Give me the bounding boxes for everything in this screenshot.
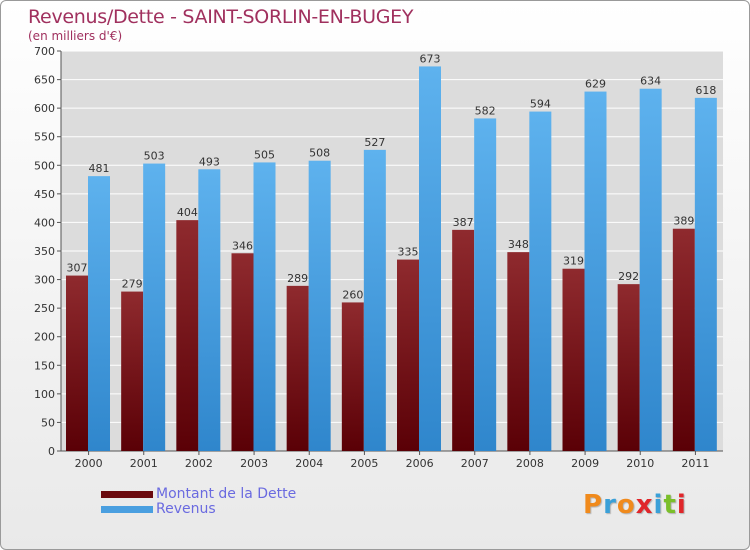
data-label: 508 (309, 147, 330, 160)
y-tick-label: 350 (34, 245, 55, 258)
bar-debt (452, 229, 475, 451)
data-label: 319 (563, 255, 584, 268)
y-tick-label: 650 (34, 74, 55, 87)
data-label: 505 (254, 148, 275, 161)
bar-revenue (474, 118, 497, 451)
y-tick-label: 50 (41, 416, 55, 429)
x-tick-label: 2008 (516, 457, 544, 470)
data-label: 346 (232, 239, 253, 252)
x-tick-label: 2003 (240, 457, 268, 470)
bar-revenue (363, 149, 386, 451)
legend-swatch-revenue (101, 506, 153, 513)
data-label: 389 (673, 215, 694, 228)
y-tick-label: 500 (34, 159, 55, 172)
bar-debt (507, 252, 530, 451)
bar-debt (617, 284, 640, 451)
data-label: 594 (530, 98, 551, 111)
y-tick-label: 200 (34, 331, 55, 344)
data-label: 618 (695, 84, 716, 97)
bar-revenue (198, 169, 221, 452)
bar-revenue (253, 162, 276, 451)
legend-swatch-debt (101, 491, 153, 498)
bar-revenue (529, 111, 552, 452)
bar-debt (341, 302, 364, 451)
data-label: 348 (508, 238, 529, 251)
y-tick-label: 300 (34, 274, 55, 287)
logo-letter: o (616, 490, 636, 520)
legend-label-debt: Montant de la Dette (156, 486, 297, 502)
x-tick-label: 2007 (461, 457, 489, 470)
x-tick-label: 2000 (75, 457, 103, 470)
proxiti-logo: Proxiti (583, 490, 687, 520)
data-label: 260 (342, 288, 363, 301)
x-tick-label: 2002 (185, 457, 213, 470)
bar-debt (672, 228, 695, 451)
bar-debt (231, 253, 254, 451)
y-tick-label: 400 (34, 216, 55, 229)
bar-debt (121, 291, 144, 451)
data-label: 582 (475, 104, 496, 117)
data-label: 629 (585, 78, 606, 91)
data-label: 503 (144, 150, 165, 163)
bar-revenue (308, 160, 331, 451)
data-label: 673 (420, 52, 441, 65)
data-label: 279 (122, 278, 143, 291)
x-tick-label: 2005 (350, 457, 378, 470)
logo-letter: i (676, 490, 687, 520)
data-label: 634 (640, 75, 661, 88)
x-tick-label: 2006 (406, 457, 434, 470)
bar-revenue (419, 66, 441, 451)
logo-letter: i (653, 490, 664, 520)
logo-letter: r (603, 490, 617, 520)
bar-debt (286, 285, 309, 451)
bar-debt (66, 275, 88, 451)
y-tick-label: 0 (48, 445, 55, 458)
data-label: 493 (199, 155, 220, 168)
chart-subtitle: (en milliers d'€) (28, 29, 123, 43)
bar-debt (562, 268, 585, 451)
y-tick-label: 550 (34, 131, 55, 144)
data-label: 527 (364, 136, 385, 149)
x-tick-label: 2011 (681, 457, 709, 470)
bar-revenue (143, 163, 166, 452)
legend-label-revenue: Revenus (156, 501, 216, 517)
x-tick-label: 2004 (295, 457, 323, 470)
data-label: 404 (177, 206, 198, 219)
data-label: 307 (67, 262, 88, 275)
data-label: 387 (453, 216, 474, 229)
x-tick-label: 2001 (130, 457, 158, 470)
data-label: 481 (89, 162, 110, 175)
y-tick-label: 150 (34, 359, 55, 372)
bar-revenue (88, 176, 110, 451)
data-label: 292 (618, 270, 639, 283)
bar-debt (397, 259, 419, 451)
data-label: 289 (287, 272, 308, 285)
x-tick-label: 2010 (626, 457, 654, 470)
logo-letter: x (635, 490, 654, 520)
y-tick-label: 600 (34, 102, 55, 115)
logo-letter: t (663, 490, 677, 520)
y-tick-label: 100 (34, 388, 55, 401)
x-tick-label: 2009 (571, 457, 599, 470)
y-tick-label: 250 (34, 302, 55, 315)
chart-title: Revenus/Dette - SAINT-SORLIN-EN-BUGEY (28, 6, 414, 28)
bar-debt (176, 220, 199, 451)
y-tick-label: 700 (34, 45, 55, 58)
logo-letter: P (583, 490, 604, 520)
bar-revenue (639, 88, 662, 451)
y-tick-label: 450 (34, 188, 55, 201)
data-label: 335 (398, 246, 419, 259)
bar-revenue (584, 91, 607, 452)
bar-revenue (694, 97, 717, 451)
